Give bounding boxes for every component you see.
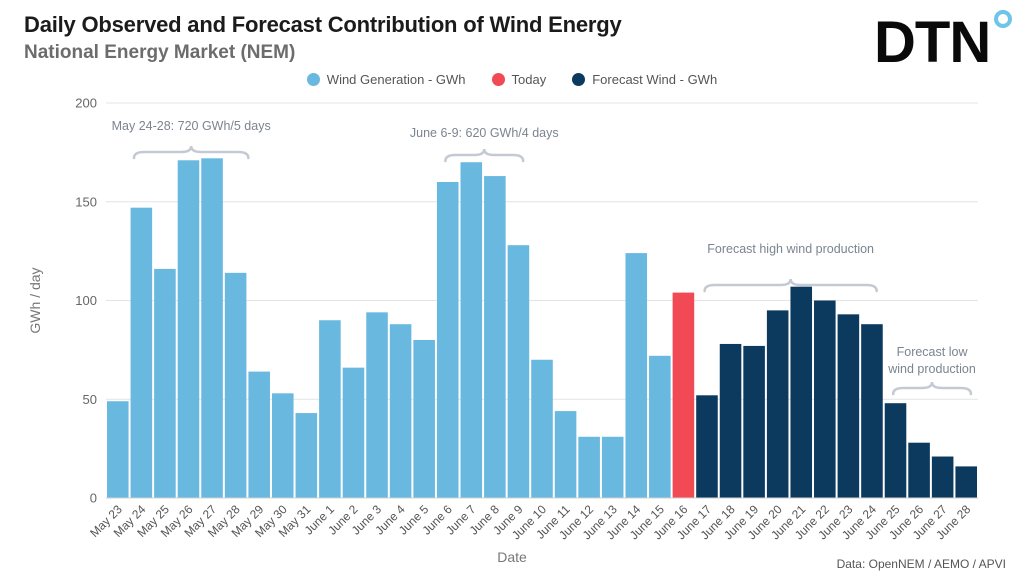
legend-label-wind-generation: Wind Generation - GWh [326, 71, 466, 87]
chart-title: Daily Observed and Forecast Contribution… [24, 12, 622, 37]
bar [130, 207, 153, 499]
annotation-label: Forecast low [897, 345, 969, 359]
bar [342, 367, 365, 498]
legend-swatch-wind-generation [306, 72, 320, 86]
y-tick-label: 50 [83, 392, 97, 407]
bar [554, 411, 577, 498]
svg-text:DTN: DTN [874, 10, 990, 68]
chart-subtitle: National Energy Market (NEM) [24, 42, 296, 63]
bar [672, 292, 695, 498]
y-tick-label: 200 [75, 96, 97, 111]
bar [790, 286, 813, 498]
legend-label-today: Today [511, 71, 547, 87]
annotation-label: June 6-9: 620 GWh/4 days [410, 126, 559, 140]
bar [625, 253, 648, 498]
annotation-label: May 24-28: 720 GWh/5 days [112, 119, 271, 133]
bar [719, 343, 742, 498]
bar [107, 401, 129, 498]
bar [578, 436, 600, 498]
bar [177, 160, 200, 498]
bar [837, 314, 860, 498]
legend-item-today: Today [491, 69, 547, 89]
dtn-logo: DTN [874, 10, 1012, 68]
bar [201, 158, 223, 499]
bar [507, 245, 530, 498]
bar [460, 162, 483, 498]
bar [814, 300, 836, 498]
bar [154, 268, 176, 498]
bar [766, 310, 789, 498]
x-axis-title: Date [497, 549, 527, 565]
bar [319, 320, 341, 498]
bar [743, 345, 765, 498]
bar [413, 340, 435, 498]
legend-swatch-today [491, 72, 505, 86]
annotation-brace [703, 278, 878, 293]
bar [931, 456, 954, 498]
bar [366, 312, 388, 498]
y-tick-label: 0 [90, 491, 97, 506]
bar [224, 272, 247, 498]
bar [436, 182, 459, 498]
bar [271, 393, 294, 498]
bar [601, 436, 624, 498]
y-tick-label: 100 [75, 293, 97, 308]
legend-item-wind-generation: Wind Generation - GWh [306, 69, 466, 89]
bar [484, 176, 506, 498]
y-tick-label: 150 [75, 194, 97, 209]
legend-item-forecast-wind: Forecast Wind - GWh [572, 69, 717, 89]
legend-swatch-forecast-wind [572, 72, 586, 86]
bar [861, 324, 883, 498]
bar [248, 371, 270, 498]
chart-legend: Wind Generation - GWh Today Forecast Win… [0, 69, 1024, 89]
bar [696, 395, 718, 498]
legend-label-forecast-wind: Forecast Wind - GWh [592, 71, 718, 87]
bar [884, 403, 907, 498]
annotation-brace [444, 148, 525, 163]
logo-dot [994, 10, 1012, 28]
bar [295, 413, 318, 498]
bar [389, 324, 412, 498]
annotation-brace [132, 145, 250, 160]
bar [955, 466, 977, 498]
annotation-label: Forecast high wind production [707, 242, 874, 256]
y-axis-title: GWh / day [27, 267, 43, 333]
bar [908, 442, 930, 498]
bar [649, 355, 671, 498]
annotation-label: wind production [887, 362, 976, 376]
bar [531, 359, 553, 498]
data-source: Data: OpenNEM / AEMO / APVI [836, 557, 1006, 571]
annotation-brace [891, 381, 973, 396]
